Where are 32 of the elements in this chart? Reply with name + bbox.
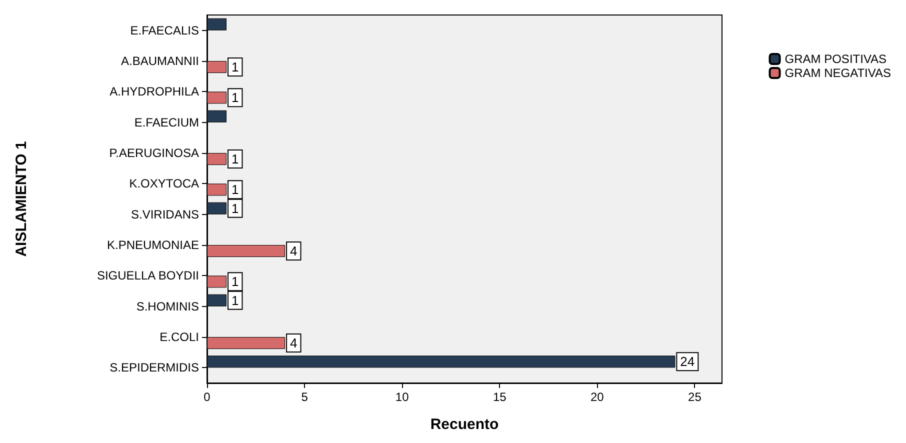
y-tick-label: S.EPIDERMIDIS <box>110 360 199 375</box>
x-tick-label: 20 <box>590 390 604 404</box>
data-label: 1 <box>232 292 239 308</box>
data-label: 24 <box>680 354 695 370</box>
x-tick-label: 10 <box>395 390 410 404</box>
x-tick-label: 0 <box>204 390 211 404</box>
data-label: 1 <box>232 274 239 290</box>
y-tick-label: A.HYDROPHILA <box>110 84 199 99</box>
x-tick-label: 25 <box>688 390 702 404</box>
y-tick-label: K.OXYTOCA <box>129 176 199 191</box>
data-label: 1 <box>232 200 239 216</box>
data-label: 1 <box>232 90 239 106</box>
y-tick-label: S.HOMINIS <box>136 299 199 314</box>
y-tick-label: E.COLI <box>160 330 199 344</box>
x-tick-label: 5 <box>301 390 308 404</box>
data-label: 1 <box>232 60 239 74</box>
y-tick-label: S.VIRIDANS <box>130 207 199 222</box>
y-tick-label: SIGUELLA BOYDII <box>96 268 199 283</box>
data-label: 1 <box>232 152 239 166</box>
y-tick-label: A.BAUMANNII <box>120 54 199 68</box>
legend-label: GRAM POSITIVAS <box>784 52 887 66</box>
y-tick-label: P.AERUGINOSA <box>109 146 199 160</box>
x-tick-label: 15 <box>492 390 507 404</box>
data-label: 4 <box>290 244 298 258</box>
data-label: 1 <box>232 182 239 198</box>
y-tick-label: E.FAECIUM <box>134 115 199 130</box>
x-axis-title: Recuento <box>430 416 499 433</box>
data-label: 4 <box>290 336 298 350</box>
y-tick-label: K.PNEUMONIAE <box>106 238 199 252</box>
legend-label: GRAM NEGATIVAS <box>784 66 892 80</box>
y-axis-title: AISLAMIENTO 1 <box>13 141 30 257</box>
y-tick-label: E.FAECALIS <box>130 23 199 38</box>
